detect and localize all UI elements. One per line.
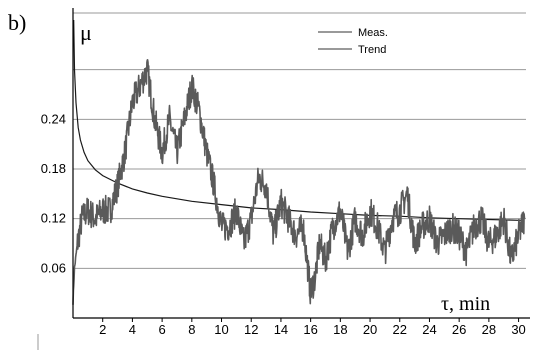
tick-labels: 2 4 6 8 10 12 14 16 18 20 22 24 26 28 300.060.120.180.… <box>41 111 526 337</box>
series-meas-line <box>72 58 526 305</box>
panel-label: b) <box>8 10 26 35</box>
x-tick-label: 10 <box>214 322 228 337</box>
legend-label-meas: Meas. <box>358 27 388 39</box>
x-tick-label: 16 <box>303 322 317 337</box>
x-tick-label: 22 <box>393 322 407 337</box>
legend-label-trend: Trend <box>358 44 386 56</box>
x-tick-label: 8 <box>188 322 195 337</box>
series-layer <box>72 19 526 305</box>
legend: Meas. Trend <box>318 27 388 56</box>
x-tick-label: 18 <box>333 322 347 337</box>
axes <box>72 8 530 322</box>
x-tick-label: 4 <box>129 322 136 337</box>
x-tick-label: 20 <box>363 322 377 337</box>
y-tick-label: 0.18 <box>41 161 66 176</box>
x-tick-label: 26 <box>452 322 466 337</box>
x-tick-label: 28 <box>482 322 496 337</box>
y-tick-label: 0.12 <box>41 211 66 226</box>
x-tick-label: 24 <box>422 322 436 337</box>
x-tick-label: 12 <box>244 322 258 337</box>
series-trend-line <box>73 19 525 221</box>
x-axis-title: τ, min <box>441 293 490 315</box>
x-tick-label: 2 <box>99 322 106 337</box>
y-tick-label: 0.24 <box>41 111 66 126</box>
x-tick-label: 6 <box>158 322 165 337</box>
y-axis-title: μ <box>80 20 92 45</box>
y-tick-label: 0.06 <box>41 260 66 275</box>
x-tick-label: 30 <box>511 322 525 337</box>
x-tick-label: 14 <box>274 322 288 337</box>
